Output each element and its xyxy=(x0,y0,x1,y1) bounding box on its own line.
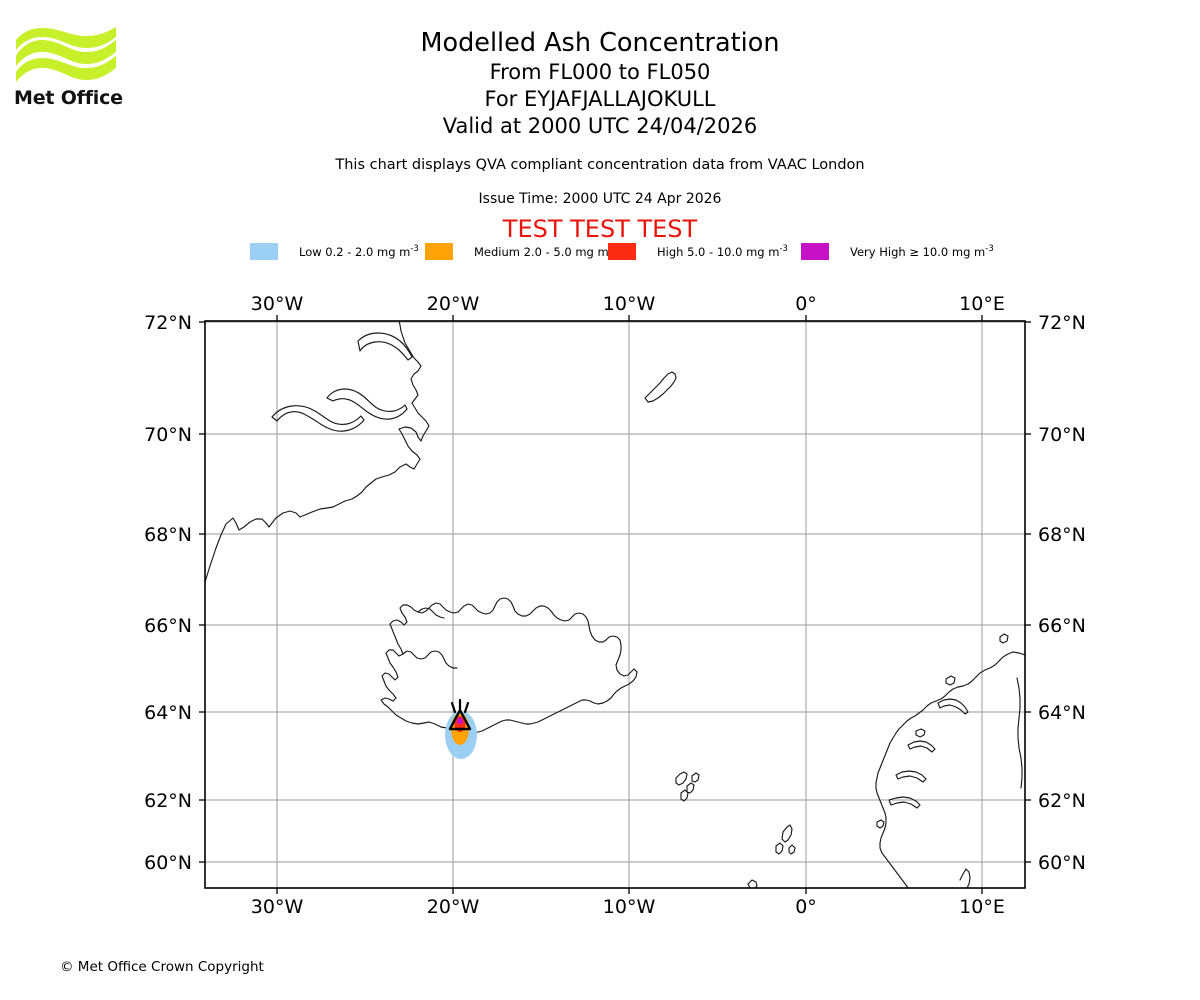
coastline-jan-mayen xyxy=(644,371,677,403)
x-tick-top-2: 10°W xyxy=(603,293,656,315)
axis-y-right-labels: 72°N 70°N 68°N 66°N 64°N 62°N 60°N xyxy=(1038,312,1086,874)
legend-label-low: Low 0.2 - 2.0 mg m-3 xyxy=(299,243,419,259)
coastline-norway-island-3 xyxy=(915,728,926,738)
legend-item-low: Low 0.2 - 2.0 mg m-3 xyxy=(250,240,419,262)
volcano-eruption-rays xyxy=(450,698,470,714)
x-tick-bottom-2: 10°W xyxy=(603,896,656,918)
issue-time: Issue Time: 2000 UTC 24 Apr 2026 xyxy=(478,191,722,207)
y-tick-left-60: 60°N xyxy=(144,852,192,874)
coastline-iceland xyxy=(380,597,638,734)
y-tick-left-62: 62°N xyxy=(144,790,192,812)
volcano-marker-icon xyxy=(448,698,472,731)
x-tick-bottom-1: 20°W xyxy=(427,896,480,918)
legend-swatch-low xyxy=(250,242,278,260)
met-office-logo: Met Office xyxy=(14,26,134,109)
page-title: Modelled Ash Concentration xyxy=(420,28,780,58)
coastline-shetland xyxy=(747,824,796,888)
met-office-waves-icon xyxy=(16,27,116,82)
x-tick-bottom-3: 0° xyxy=(795,896,817,918)
concentration-legend: Low 0.2 - 2.0 mg m-3 Medium 2.0 - 5.0 mg… xyxy=(205,240,1025,262)
ash-plume xyxy=(445,711,477,759)
legend-swatch-high xyxy=(608,242,636,260)
y-tick-left-70: 70°N xyxy=(144,424,192,446)
y-tick-left-66: 66°N xyxy=(144,615,192,637)
y-tick-right-70: 70°N xyxy=(1038,424,1086,446)
flight-level-range: From FL000 to FL050 xyxy=(489,60,711,84)
coastline-sweden-inland xyxy=(1016,677,1023,789)
ash-contour-very-high xyxy=(457,717,463,725)
y-tick-left-72: 72°N xyxy=(144,312,192,334)
coastline-norway-fjord-4 xyxy=(888,796,921,809)
coastline-faroe-islands xyxy=(675,771,700,802)
legend-swatch-medium xyxy=(425,242,453,260)
coastline-greenland-fjord-1 xyxy=(326,388,408,420)
y-tick-right-62: 62°N xyxy=(1038,790,1086,812)
copyright-notice: © Met Office Crown Copyright xyxy=(60,959,264,975)
axis-ticks xyxy=(199,315,1031,894)
coastlines xyxy=(205,321,1025,888)
test-banner: TEST TEST TEST xyxy=(502,215,698,243)
coastline-greenland-fjord-2 xyxy=(271,405,365,432)
x-tick-top-0: 30°W xyxy=(251,293,304,315)
legend-item-very-high: Very High ≥ 10.0 mg m-3 xyxy=(801,240,994,262)
legend-label-very-high: Very High ≥ 10.0 mg m-3 xyxy=(850,243,994,259)
y-tick-right-72: 72°N xyxy=(1038,312,1086,334)
legend-swatch-very-high xyxy=(801,242,829,260)
x-tick-top-1: 20°W xyxy=(427,293,480,315)
y-tick-right-68: 68°N xyxy=(1038,524,1086,546)
coastline-iceland-nw-inlet xyxy=(417,607,445,619)
coastline-norway xyxy=(875,651,1025,888)
met-office-wordmark: Met Office xyxy=(14,87,123,109)
coastline-norway-fjord-3 xyxy=(895,770,927,783)
coastline-norway-fjord-1 xyxy=(937,698,969,715)
coastline-norway-fjord-2 xyxy=(907,740,936,753)
coastline-greenland xyxy=(205,321,430,583)
x-tick-bottom-0: 30°W xyxy=(251,896,304,918)
coastline-norway-island-2 xyxy=(945,675,956,686)
coastline-iceland-westfjords xyxy=(402,650,458,669)
volcano-name: For EYJAFJALLAJOKULL xyxy=(484,87,716,111)
y-tick-left-68: 68°N xyxy=(144,524,192,546)
legend-item-high: High 5.0 - 10.0 mg m-3 xyxy=(608,240,788,262)
coastline-greenland-peninsula xyxy=(357,332,413,361)
coastline-norway-island-4 xyxy=(876,819,885,829)
coastline-denmark xyxy=(959,868,971,888)
x-tick-top-4: 10°E xyxy=(959,293,1005,315)
qva-note: This chart displays QVA compliant concen… xyxy=(335,157,865,173)
map-plot-area xyxy=(205,321,1025,888)
x-tick-bottom-4: 10°E xyxy=(959,896,1005,918)
y-tick-right-64: 64°N xyxy=(1038,702,1086,724)
valid-time: Valid at 2000 UTC 24/04/2026 xyxy=(442,114,758,138)
volcano-triangle xyxy=(448,708,472,731)
y-tick-right-66: 66°N xyxy=(1038,615,1086,637)
coastline-norway-island-1 xyxy=(999,633,1009,644)
map-frame xyxy=(204,320,1026,889)
x-tick-top-3: 0° xyxy=(795,293,817,315)
y-tick-left-64: 64°N xyxy=(144,702,192,724)
chart-title-block: Modelled Ash Concentration From FL000 to… xyxy=(160,28,1040,140)
legend-label-high: High 5.0 - 10.0 mg m-3 xyxy=(657,243,788,259)
axis-x-bottom-labels: 30°W 20°W 10°W 0° 10°E xyxy=(251,896,1005,918)
axis-x-top-labels: 30°W 20°W 10°W 0° 10°E xyxy=(251,293,1005,315)
y-tick-right-60: 60°N xyxy=(1038,852,1086,874)
axis-y-left-labels: 72°N 70°N 68°N 66°N 64°N 62°N 60°N xyxy=(144,312,192,874)
